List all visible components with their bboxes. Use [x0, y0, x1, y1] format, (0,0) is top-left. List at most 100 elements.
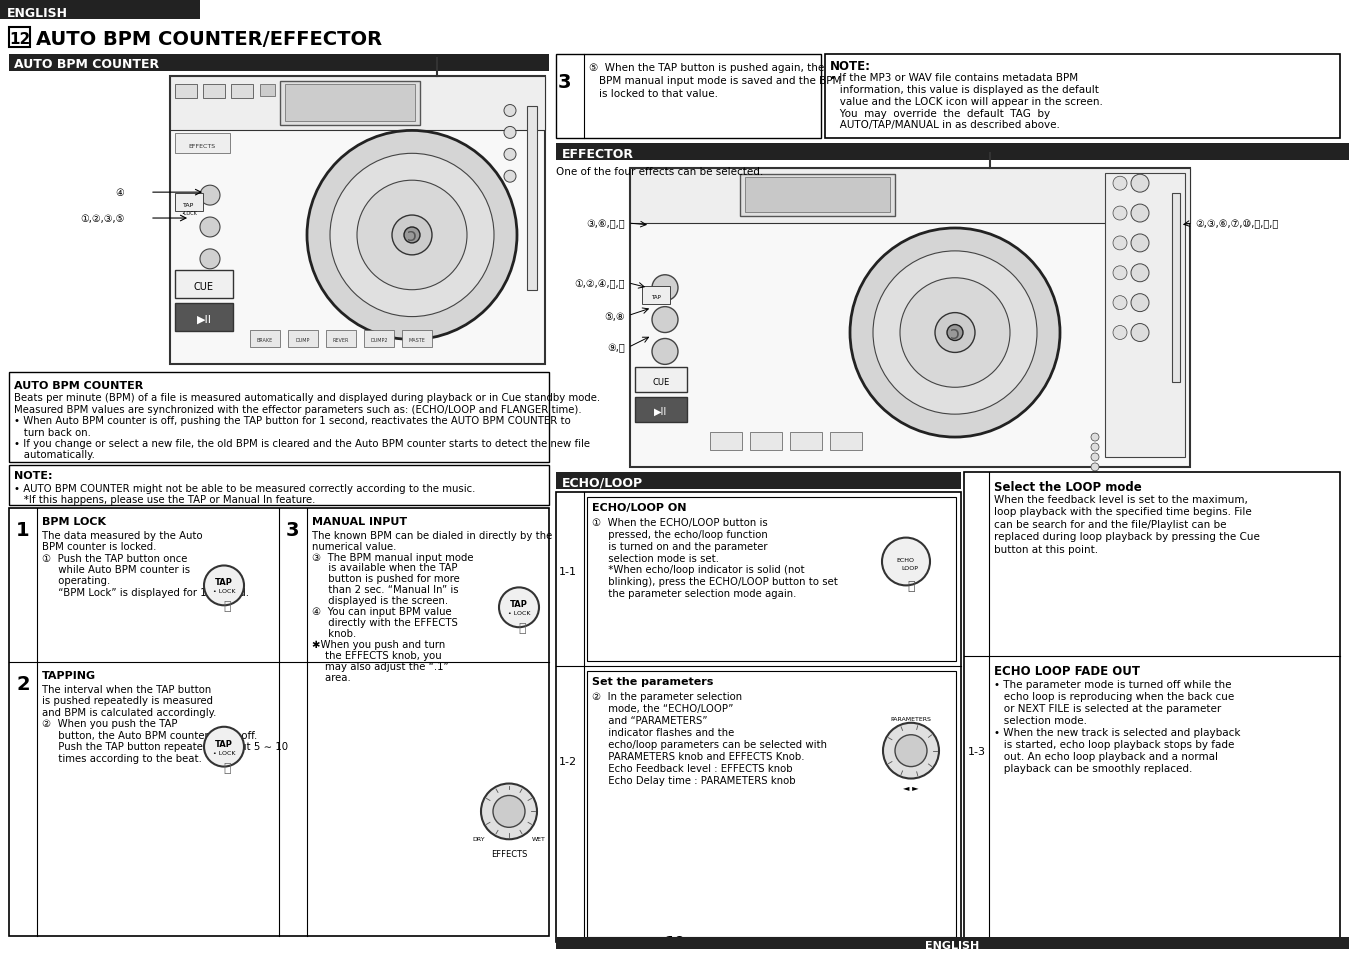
Bar [9, 508, 549, 936]
Circle shape [505, 128, 517, 139]
Text: pressed, the echo/loop function: pressed, the echo/loop function [592, 529, 768, 539]
Circle shape [652, 339, 679, 365]
Text: ⑨,⑫: ⑨,⑫ [607, 343, 625, 353]
Text: AUTO BPM COUNTER: AUTO BPM COUNTER [13, 58, 159, 71]
Text: ✋: ✋ [518, 621, 526, 635]
Text: operating.: operating. [42, 576, 111, 586]
Text: CUE: CUE [653, 377, 669, 386]
Circle shape [492, 796, 525, 827]
Circle shape [331, 154, 494, 317]
Text: ENGLISH: ENGLISH [7, 8, 67, 20]
Text: EFFECTS: EFFECTS [189, 144, 216, 149]
Text: TAP: TAP [510, 599, 527, 609]
Text: 19: 19 [665, 935, 685, 950]
Text: Measured BPM values are synchronized with the effector parameters such as: (ECHO: Measured BPM values are synchronized wit… [13, 404, 581, 415]
Circle shape [1130, 175, 1149, 193]
Text: displayed is the screen.: displayed is the screen. [312, 596, 448, 606]
Bar [1105, 174, 1184, 457]
Text: value and the LOCK icon will appear in the screen.: value and the LOCK icon will appear in t… [830, 96, 1103, 107]
Text: NOTE:: NOTE: [13, 471, 53, 480]
Text: ▶II: ▶II [197, 314, 212, 324]
Text: Push the TAP button repeatedly about 5 ∼ 10: Push the TAP button repeatedly about 5 ∼… [42, 741, 289, 751]
Text: CUE: CUE [194, 281, 214, 292]
Text: ④: ④ [115, 188, 124, 198]
Circle shape [652, 307, 679, 334]
Text: times according to the beat.: times according to the beat. [42, 753, 202, 762]
Bar [281, 82, 420, 127]
Text: ②,③,⑥,⑦,⑩,⑪,⑭,⑮: ②,③,⑥,⑦,⑩,⑪,⑭,⑮ [1195, 219, 1279, 229]
Text: ①,②,④,⑬,⑯: ①,②,④,⑬,⑯ [575, 278, 625, 289]
Circle shape [900, 278, 1010, 388]
Circle shape [1130, 265, 1149, 282]
Text: ✋: ✋ [908, 579, 915, 593]
Bar [231, 85, 254, 98]
Text: REVER: REVER [333, 337, 349, 343]
Text: ①,②,③,⑤: ①,②,③,⑤ [80, 213, 124, 224]
Text: selection mode.: selection mode. [994, 715, 1087, 725]
Text: is locked to that value.: is locked to that value. [599, 89, 718, 98]
Circle shape [357, 181, 467, 291]
Text: The known BPM can be dialed in directly by the: The known BPM can be dialed in directly … [312, 530, 552, 540]
Text: is available when the TAP: is available when the TAP [312, 563, 457, 573]
Text: • When Auto BPM counter is off, pushing the TAP button for 1 second, reactivates: • When Auto BPM counter is off, pushing … [13, 416, 571, 426]
Text: You  may  override  the  default  TAG  by: You may override the default TAG by [830, 109, 1050, 118]
Text: • LOCK: • LOCK [213, 589, 235, 594]
Bar [750, 433, 782, 451]
Circle shape [1130, 234, 1149, 253]
Text: than 2 sec. “Manual In” is: than 2 sec. “Manual In” is [312, 585, 459, 595]
Text: LOOP: LOOP [901, 566, 917, 571]
Text: One of the four effects can be selected.: One of the four effects can be selected. [556, 167, 764, 177]
Circle shape [200, 218, 220, 237]
Circle shape [1091, 454, 1099, 461]
Text: is pushed repeatedly is measured: is pushed repeatedly is measured [42, 696, 213, 705]
Text: may also adjust the “.1”: may also adjust the “.1” [312, 661, 449, 671]
Bar [630, 169, 1190, 224]
Bar [745, 178, 890, 213]
Circle shape [1130, 205, 1149, 223]
Text: DUMP: DUMP [295, 337, 310, 343]
Bar [402, 330, 432, 348]
Text: PARAMETERS: PARAMETERS [890, 716, 931, 721]
Text: TAPPING: TAPPING [42, 670, 96, 680]
Circle shape [882, 538, 929, 586]
Text: • If the MP3 or WAV file contains metadata BPM: • If the MP3 or WAV file contains metada… [830, 72, 1078, 83]
Bar [587, 671, 956, 937]
Bar [527, 107, 537, 291]
Bar [250, 330, 281, 348]
Text: When the feedback level is set to the maximum,: When the feedback level is set to the ma… [994, 495, 1248, 504]
Bar [556, 473, 960, 489]
Bar [635, 368, 687, 393]
Bar [556, 937, 1349, 949]
Text: BPM manual input mode is saved and the BPM: BPM manual input mode is saved and the B… [599, 75, 842, 86]
Text: •LOCK: •LOCK [181, 211, 197, 215]
Text: • When the new track is selected and playback: • When the new track is selected and pla… [994, 727, 1241, 737]
Text: TAP: TAP [183, 202, 194, 208]
Bar [830, 433, 862, 451]
Text: ECHO LOOP FADE OUT: ECHO LOOP FADE OUT [994, 664, 1140, 678]
Bar [9, 465, 549, 505]
Text: AUTO/TAP/MANUAL in as described above.: AUTO/TAP/MANUAL in as described above. [830, 120, 1060, 131]
Circle shape [947, 325, 963, 341]
Bar [260, 85, 275, 96]
Text: ②  When you push the TAP: ② When you push the TAP [42, 719, 178, 728]
Text: 2: 2 [16, 675, 30, 693]
Text: mode, the “ECHO/LOOP”: mode, the “ECHO/LOOP” [592, 703, 734, 713]
Bar [635, 397, 687, 423]
Text: out. An echo loop playback and a normal: out. An echo loop playback and a normal [994, 751, 1218, 760]
Text: ▶II: ▶II [654, 407, 668, 416]
Text: Echo Feedback level : EFFECTS knob: Echo Feedback level : EFFECTS knob [592, 762, 793, 773]
Text: ✋: ✋ [223, 599, 231, 613]
Circle shape [1113, 267, 1126, 280]
Bar [630, 169, 1190, 467]
Bar [202, 85, 225, 98]
Circle shape [505, 106, 517, 117]
Bar [556, 54, 822, 139]
Text: TAP: TAP [214, 578, 233, 587]
Text: knob.: knob. [312, 629, 356, 639]
Text: ③  The BPM manual input mode: ③ The BPM manual input mode [312, 552, 473, 562]
Bar [9, 373, 549, 462]
Circle shape [1113, 207, 1126, 221]
Text: WET: WET [532, 837, 546, 841]
Circle shape [1130, 324, 1149, 342]
Text: ↄ: ↄ [407, 227, 417, 245]
